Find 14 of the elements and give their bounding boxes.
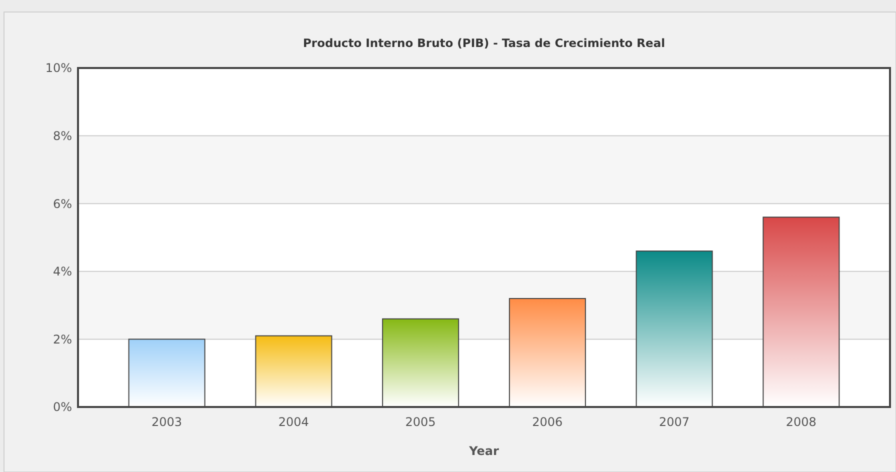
x-tick-label: 2005 (405, 415, 436, 429)
x-tick-label: 2004 (278, 415, 309, 429)
x-tick-label: 2008 (786, 415, 816, 429)
x-axis-title: Year (468, 444, 499, 458)
x-tick-label: 2006 (532, 415, 563, 429)
x-tick-label: 2003 (152, 415, 182, 429)
y-tick-label: 0% (52, 400, 72, 414)
chart-title: Producto Interno Bruto (PIB) - Tasa de Crecimiento Real (302, 36, 666, 50)
y-tick-label: 2% (52, 332, 72, 346)
x-tick-label: 2007 (659, 415, 690, 429)
y-tick-label: 8% (52, 129, 72, 143)
y-tick-label: 6% (52, 196, 72, 211)
y-tick-label: 10% (45, 61, 72, 76)
y-tick-label: 4% (52, 264, 72, 279)
